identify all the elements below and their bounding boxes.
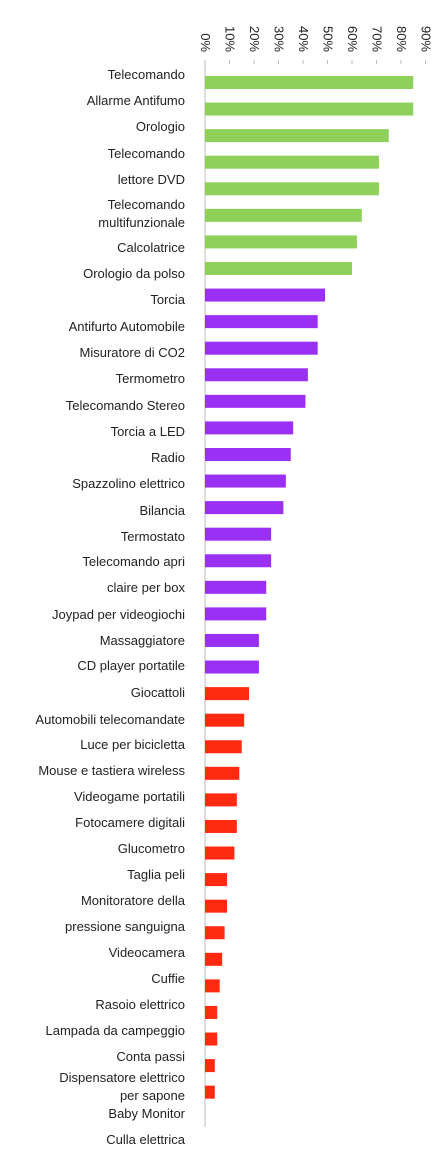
bar [205,660,259,674]
bar [205,1085,215,1099]
bar [205,102,414,116]
category-label: Taglia peli [127,867,185,882]
category-label: Telecomando [108,146,185,161]
category-label: Conta passi [116,1049,185,1064]
x-tick-label: 90% [419,26,434,52]
x-tick-label: 80% [394,26,409,52]
bar [205,527,272,541]
category-label: Glucometro [118,841,185,856]
bar [205,1032,218,1046]
category-label: Misuratore di CO2 [80,345,185,360]
category-label-group: Telecomando Allarme Antifumo Orologio Telec… [35,67,185,1147]
category-label: CD player portatile [77,658,185,673]
category-label: Cuffie [151,971,185,986]
category-label: Baby Monitor [108,1106,185,1121]
x-tick-label: 30% [272,26,287,52]
category-label: Termostato [121,529,185,544]
category-label: Monitoratore della [81,893,186,908]
bar [205,740,242,754]
category-label: Spazzolino elettrico [72,476,185,491]
bar [205,1005,218,1019]
bar [205,235,357,249]
x-tick-label: 70% [370,26,385,52]
category-label: claire per box [107,580,186,595]
category-label: Allarme Antifumo [87,93,185,108]
bar [205,846,235,860]
bar [205,447,291,461]
category-label: Torcia a LED [111,424,185,439]
bar [205,580,267,594]
bar [205,926,225,940]
bar [205,1059,215,1073]
category-label: Telecomando [108,67,185,82]
bar [205,873,228,887]
category-label: Joypad per videogiochi [52,607,185,622]
bar [205,341,318,355]
bar [205,687,250,701]
bar [205,129,389,143]
bar [205,394,306,408]
category-label: Luce per bicicletta [80,737,186,752]
x-tick-label: 60% [345,26,360,52]
category-label: Automobili telecomandate [35,712,185,727]
bar [205,182,379,196]
bar [205,793,237,807]
bar [205,899,228,913]
bar [205,368,308,382]
category-label: Rasoio elettrico [95,997,185,1012]
category-label: Orologio da polso [83,266,185,281]
bar [205,766,240,780]
x-axis: 0% 10% 20% 30% 40% 50% 60% 70% 80% 90% [198,26,434,1127]
bar [205,819,237,833]
bar [205,421,294,435]
category-label: Dispensatore elettrico per sapone [59,1070,185,1103]
bar [205,554,272,568]
bar [205,633,259,647]
category-label: Videogame portatili [74,789,185,804]
bar [205,952,223,966]
x-tick-label: 20% [247,26,262,52]
category-label: Telecomando Stereo [66,398,185,413]
bar [205,76,414,89]
category-label: Radio [151,450,185,465]
category-label: Telecomando multifunzionale [98,197,185,230]
bar [205,261,352,275]
category-label: Telecomando apri [82,554,185,569]
x-tick-label: 40% [296,26,311,52]
bar-group [205,76,414,1099]
category-label: Culla elettrica [106,1132,186,1147]
bar [205,713,245,727]
x-tick-label: 0% [198,33,213,52]
bar [205,501,284,515]
category-label: Bilancia [139,503,185,518]
category-label: Giocattoli [131,685,185,700]
category-label: Orologio [136,119,185,134]
bar [205,979,220,993]
bar [205,315,318,329]
bar [205,288,326,302]
category-label: Torcia [150,292,185,307]
category-label: Videocamera [109,945,186,960]
category-label: Lampada da campeggio [46,1023,186,1038]
category-label: Mouse e tastiera wireless [38,763,185,778]
category-label: Termometro [116,371,185,386]
bar [205,155,379,169]
category-label: lettore DVD [118,172,185,187]
bar [205,607,267,621]
category-label: Massaggiatore [100,633,185,648]
category-label: pressione sanguigna [65,919,186,934]
category-label: Fotocamere digitali [75,815,185,830]
category-label: Calcolatrice [117,240,185,255]
category-label: Antifurto Automobile [69,319,185,334]
bar [205,208,362,222]
x-tick-label: 50% [321,26,336,52]
x-tick-label: 10% [223,26,238,52]
bar [205,474,286,488]
